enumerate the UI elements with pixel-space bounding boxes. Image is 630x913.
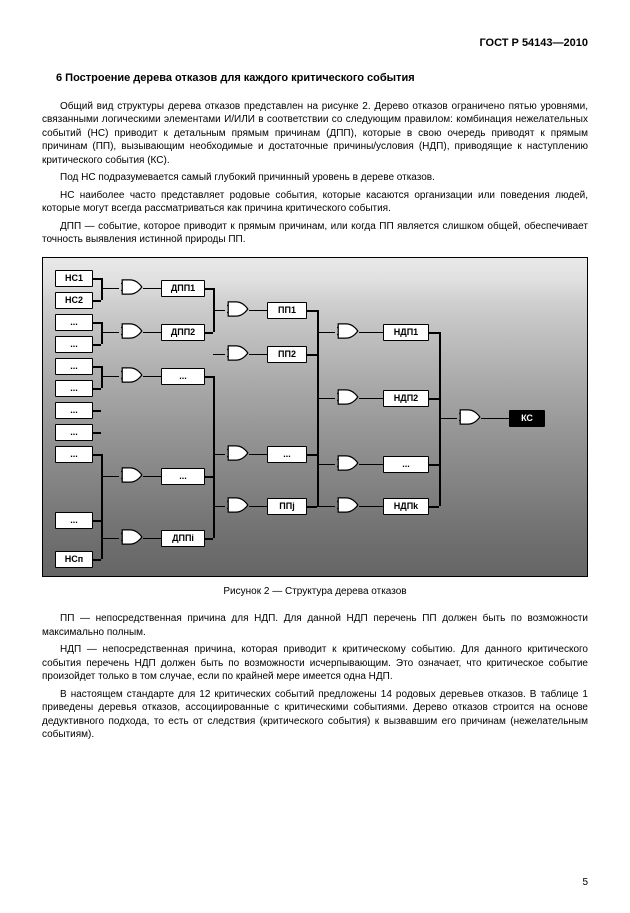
dpp-node-4: ДППi (161, 530, 205, 547)
nc-node-6: ... (55, 402, 93, 419)
dpp-node-0: ДПП1 (161, 280, 205, 297)
nc-node-3: ... (55, 336, 93, 353)
gate-l2-0 (227, 301, 249, 317)
gate-l4 (459, 409, 481, 425)
nc-node-8: ... (55, 446, 93, 463)
gate-l1-2 (121, 367, 143, 383)
gate-l2-2 (227, 445, 249, 461)
para-6: НДП — непосредственная причина, которая … (42, 643, 588, 684)
pp-node-0: ПП1 (267, 302, 307, 319)
gate-l3-0 (337, 323, 359, 339)
gate-l3-2 (337, 455, 359, 471)
section-heading: 6 Построение дерева отказов для каждого … (42, 71, 588, 86)
gate-l1-3 (121, 467, 143, 483)
para-1: Общий вид структуры дерева отказов предс… (42, 100, 588, 168)
para-7: В настоящем стандарте для 12 критических… (42, 688, 588, 742)
pp-node-1: ПП2 (267, 346, 307, 363)
gate-l1-4 (121, 529, 143, 545)
para-2: Под НС подразумевается самый глубокий пр… (42, 171, 588, 185)
gate-l3-1 (337, 389, 359, 405)
gate-l1-1 (121, 323, 143, 339)
gate-l3-3 (337, 497, 359, 513)
doc-header: ГОСТ Р 54143—2010 (42, 36, 588, 51)
nc-node-10: НСп (55, 551, 93, 568)
dpp-node-2: ... (161, 368, 205, 385)
figure-caption: Рисунок 2 — Структура дерева отказов (42, 585, 588, 599)
ndp-node-0: НДП1 (383, 324, 429, 341)
gate-l1-0 (121, 279, 143, 295)
pp-node-2: ... (267, 446, 307, 463)
pp-node-3: ППj (267, 498, 307, 515)
ndp-node-1: НДП2 (383, 390, 429, 407)
nc-node-9: ... (55, 512, 93, 529)
dpp-node-1: ДПП2 (161, 324, 205, 341)
nc-node-5: ... (55, 380, 93, 397)
page-number: 5 (582, 876, 588, 890)
gate-l2-3 (227, 497, 249, 513)
nc-node-2: ... (55, 314, 93, 331)
para-3: НС наиболее часто представляет родовые с… (42, 189, 588, 216)
kc-node: КС (509, 410, 545, 427)
ndp-node-2: ... (383, 456, 429, 473)
para-5: ПП — непосредственная причина для НДП. Д… (42, 612, 588, 639)
ndp-node-3: НДПk (383, 498, 429, 515)
para-4: ДПП — событие, которое приводит к прямым… (42, 220, 588, 247)
nc-node-1: НС2 (55, 292, 93, 309)
nc-node-7: ... (55, 424, 93, 441)
gate-l2-1 (227, 345, 249, 361)
nc-node-4: ... (55, 358, 93, 375)
nc-node-0: НС1 (55, 270, 93, 287)
dpp-node-3: ... (161, 468, 205, 485)
fault-tree-diagram: НС1 НС2........................ НСп ДПП1 ДПП… (42, 257, 588, 577)
